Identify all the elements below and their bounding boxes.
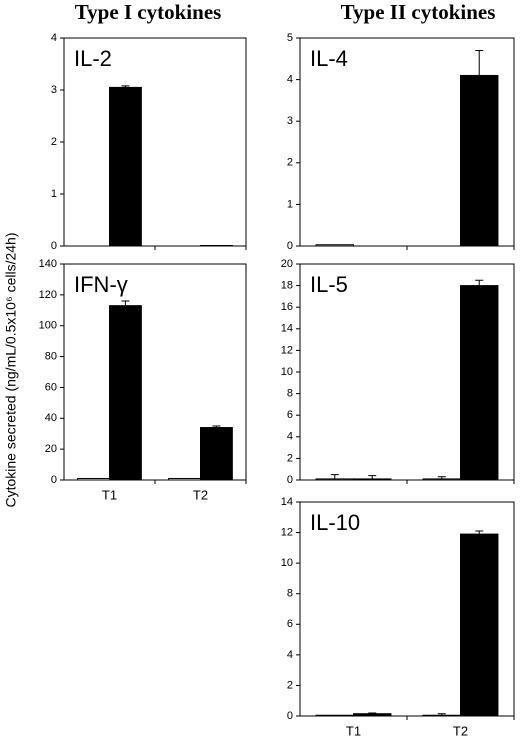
y-tick-label: 120 bbox=[39, 289, 57, 301]
y-tick-label: 5 bbox=[287, 32, 293, 44]
panel-title: IL-4 bbox=[310, 46, 348, 71]
y-tick-label: 100 bbox=[39, 320, 57, 332]
y-tick-label: 8 bbox=[287, 388, 293, 400]
error-bar bbox=[437, 713, 446, 716]
bar bbox=[168, 477, 201, 481]
y-tick-label: 6 bbox=[287, 409, 293, 421]
error-bar bbox=[368, 475, 377, 479]
y-tick-label: 4 bbox=[51, 32, 57, 44]
error-bar bbox=[437, 476, 446, 479]
y-tick-label: 0 bbox=[287, 710, 293, 722]
y-tick-label: 3 bbox=[51, 84, 57, 96]
bar bbox=[460, 74, 499, 247]
bar bbox=[77, 477, 111, 481]
bar bbox=[422, 478, 461, 481]
y-tick-label: 2 bbox=[51, 136, 57, 148]
y-tick-label: 2 bbox=[287, 679, 293, 691]
x-tick-label: T2 bbox=[453, 723, 468, 738]
y-tick-label: 3 bbox=[287, 115, 293, 127]
panel-title: IL-2 bbox=[74, 46, 112, 71]
panel-title: IL-10 bbox=[310, 510, 360, 535]
bar bbox=[315, 714, 354, 717]
y-tick-label: 140 bbox=[39, 258, 57, 270]
x-tick-label: T1 bbox=[346, 723, 361, 738]
bar bbox=[460, 285, 499, 481]
y-tick-label: 20 bbox=[281, 258, 293, 270]
column-header: Type I cytokines bbox=[75, 0, 222, 24]
y-axis-label: Cytokine secreted (ng/mL/0.5x10⁶ cells/2… bbox=[3, 232, 19, 507]
y-tick-label: 4 bbox=[287, 649, 293, 661]
bar bbox=[353, 713, 392, 717]
y-tick-label: 16 bbox=[281, 301, 293, 313]
y-tick-label: 80 bbox=[45, 350, 57, 362]
y-tick-label: 6 bbox=[287, 618, 293, 630]
bar bbox=[460, 533, 499, 717]
error-bar bbox=[475, 530, 484, 535]
bar bbox=[353, 478, 392, 481]
y-tick-label: 14 bbox=[281, 323, 293, 335]
panel-title: IL-5 bbox=[310, 272, 348, 297]
error-bar bbox=[212, 425, 221, 428]
y-tick-label: 2 bbox=[287, 452, 293, 464]
bar bbox=[422, 714, 461, 717]
column-header: Type II cytokines bbox=[341, 0, 496, 24]
y-tick-label: 20 bbox=[45, 443, 57, 455]
x-tick-label: T1 bbox=[102, 487, 117, 502]
y-tick-label: 10 bbox=[281, 366, 293, 378]
y-tick-label: 0 bbox=[51, 474, 57, 486]
y-tick-label: 12 bbox=[281, 344, 293, 356]
y-tick-label: 12 bbox=[281, 526, 293, 538]
y-tick-label: 0 bbox=[287, 240, 293, 252]
bar bbox=[200, 427, 233, 481]
y-tick-label: 10 bbox=[281, 557, 293, 569]
y-tick-label: 60 bbox=[45, 381, 57, 393]
error-bar bbox=[475, 279, 484, 286]
bar bbox=[200, 244, 233, 247]
bar bbox=[109, 305, 142, 481]
error-bar bbox=[121, 300, 130, 306]
y-tick-label: 18 bbox=[281, 280, 293, 292]
error-bar bbox=[330, 474, 339, 479]
x-tick-label: T2 bbox=[193, 487, 208, 502]
y-tick-label: 0 bbox=[287, 474, 293, 486]
y-tick-label: 4 bbox=[287, 431, 293, 443]
y-tick-label: 14 bbox=[281, 496, 293, 508]
y-tick-label: 8 bbox=[287, 588, 293, 600]
y-tick-label: 4 bbox=[287, 74, 293, 86]
y-tick-label: 2 bbox=[287, 157, 293, 169]
bar bbox=[315, 244, 354, 247]
error-bar bbox=[368, 712, 377, 714]
bar bbox=[109, 86, 142, 247]
y-tick-label: 1 bbox=[287, 198, 293, 210]
y-tick-label: 1 bbox=[51, 188, 57, 200]
error-bar bbox=[121, 85, 130, 88]
panel-title: IFN-γ bbox=[74, 272, 128, 297]
error-bar bbox=[475, 49, 484, 76]
y-tick-label: 40 bbox=[45, 412, 57, 424]
bar bbox=[315, 478, 354, 481]
y-tick-label: 0 bbox=[51, 240, 57, 252]
